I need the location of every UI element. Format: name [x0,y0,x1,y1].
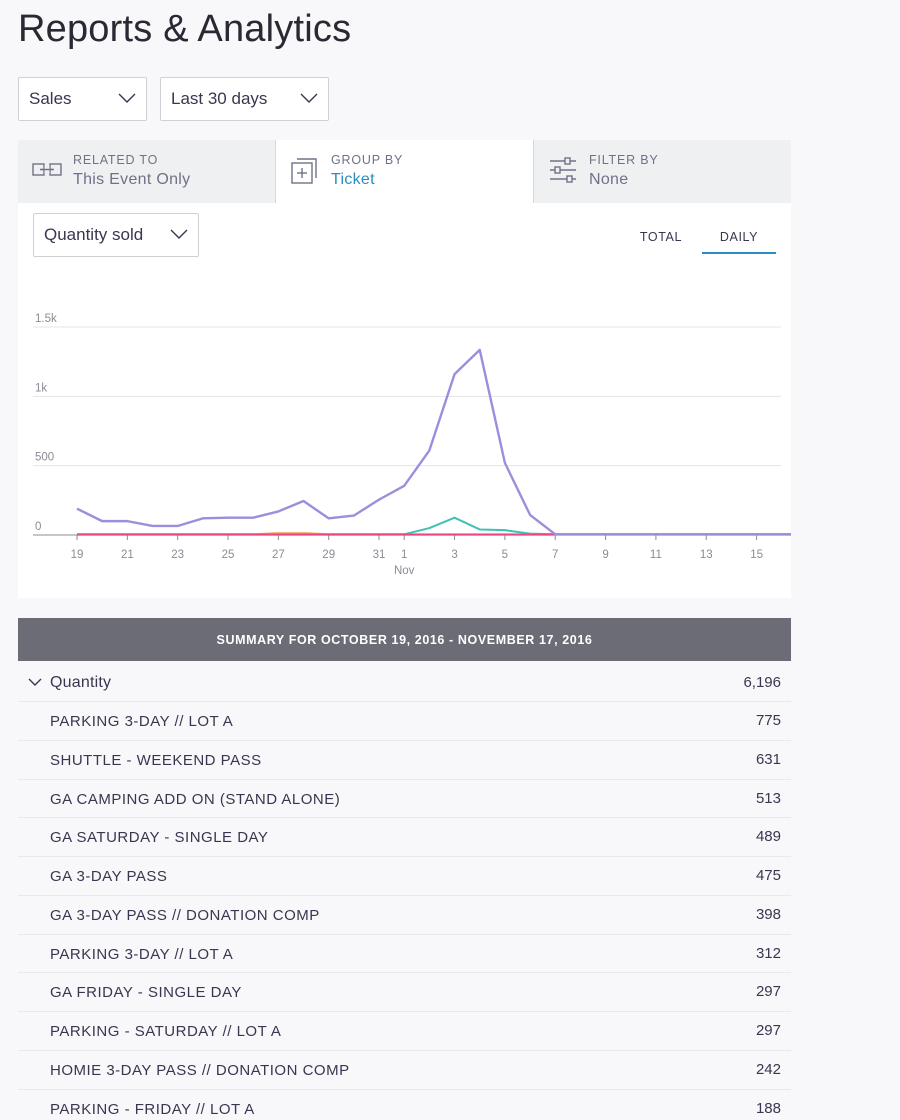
ticket-quantity: 489 [755,828,781,846]
x-tick-label: 1 [401,549,407,561]
ticket-name: GA FRIDAY - SINGLE DAY [50,984,242,1002]
x-tick-label: 11 [650,549,662,561]
x-tick-label: 31 [373,549,386,561]
summary-rows: PARKING 3-DAY // LOT A 775 SHUTTLE - WEEKE… [18,701,791,1120]
y-tick-label: 1.5k [35,313,57,325]
tab-group-by-kicker: GROUP BY [331,153,404,167]
ticket-quantity: 312 [755,944,781,962]
ticket-quantity: 775 [755,712,781,729]
x-tick-label: 19 [71,549,84,561]
x-tick-label: 7 [552,549,558,561]
ticket-name: PARKING - FRIDAY // LOT A [50,1100,255,1118]
series-line [77,516,791,536]
ticket-name: PARKING - SATURDAY // LOT A [50,1023,282,1040]
x-month-label: Nov [394,565,415,577]
tab-related-to-value: This Event Only [73,171,191,188]
table-row: PARKING 3-DAY // LOT A 312 [18,933,791,973]
x-tick-label: 3 [451,549,457,561]
table-row: HOMIE 3-DAY PASS // DONATION COMP 242 [18,1049,791,1089]
tab-group-by[interactable]: GROUP BY Ticket [276,140,534,203]
x-tick-label: 25 [222,549,235,561]
chevron-down-icon [300,93,318,103]
report-options-tabs: RELATED TO This Event Only GROUP BY Tick… [18,140,791,203]
ticket-name: GA CAMPING ADD ON (STAND ALONE) [50,790,341,808]
ticket-quantity: 242 [755,1060,781,1078]
tab-filter-by-kicker: FILTER BY [589,153,659,167]
ticket-name: SHUTTLE - WEEKEND PASS [50,751,262,769]
x-tick-label: 21 [121,549,134,561]
ticket-quantity: 475 [755,867,781,884]
tab-related-to-kicker: RELATED TO [73,153,159,167]
tab-filter-by[interactable]: FILTER BY None [534,140,791,203]
filter-sliders-icon [550,157,576,183]
ticket-quantity: 297 [755,1022,781,1039]
x-tick-label: 27 [272,549,285,561]
daily-toggle-underline [702,252,776,254]
report-panel: RELATED TO This Event Only GROUP BY Tick… [18,140,791,598]
table-row: GA SATURDAY - SINGLE DAY 489 [18,817,791,856]
related-link-icon [32,163,62,176]
ticket-quantity: 398 [755,905,781,923]
series-line [76,348,791,536]
ticket-quantity: 297 [755,983,781,1001]
table-row: GA 3-DAY PASS 475 [18,856,791,895]
ticket-name: PARKING 3-DAY // LOT A [50,945,234,963]
y-tick-label: 0 [35,521,41,533]
tab-group-by-value: Ticket [331,171,375,188]
quantity-group-total: 6,196 [743,674,781,691]
chevron-down-icon [118,93,136,103]
x-tick-label: 15 [750,549,763,561]
total-toggle[interactable]: TOTAL [639,230,683,244]
tab-related-to[interactable]: RELATED TO This Event Only [18,140,276,203]
table-row: PARKING 3-DAY // LOT A 775 [18,701,791,740]
x-tick-label: 29 [322,549,335,561]
ticket-name: GA 3-DAY PASS [50,868,168,885]
page-title: Reports & Analytics [18,8,352,50]
chevron-down-icon [28,678,42,686]
report-type-value: Sales [29,89,72,108]
chevron-down-icon [170,229,188,239]
daily-toggle[interactable]: DAILY [719,230,759,244]
date-range-value: Last 30 days [171,89,268,108]
summary-title-bar: SUMMARY FOR OCTOBER 19, 2016 - NOVEMBER … [18,618,791,661]
table-row: GA CAMPING ADD ON (STAND ALONE) 513 [18,778,791,818]
x-tick-label: 23 [171,549,184,561]
report-type-select[interactable]: Sales [18,77,147,121]
x-tick-label: 13 [700,549,713,561]
ticket-name: GA SATURDAY - SINGLE DAY [50,829,269,847]
ticket-quantity: 631 [755,750,781,768]
x-tick-label: 5 [502,549,508,561]
group-add-icon [291,158,317,184]
quantity-group-toggle[interactable]: Quantity 6,196 [18,663,791,701]
ticket-name: HOMIE 3-DAY PASS // DONATION COMP [50,1061,350,1079]
tab-filter-by-value: None [589,171,629,188]
date-range-select[interactable]: Last 30 days [160,77,329,121]
quantity-group-label: Quantity [50,674,112,691]
ticket-quantity: 513 [755,789,781,807]
ticket-quantity: 188 [755,1099,781,1117]
table-row: GA 3-DAY PASS // DONATION COMP 398 [18,894,791,934]
y-tick-label: 1k [35,382,47,394]
table-row: SHUTTLE - WEEKEND PASS 631 [18,739,791,779]
ticket-name: GA 3-DAY PASS // DONATION COMP [50,906,320,924]
metric-value: Quantity sold [44,225,144,244]
y-tick-label: 500 [35,452,54,464]
table-row: PARKING - SATURDAY // LOT A 297 [18,1011,791,1050]
metric-select[interactable]: Quantity sold [33,213,199,257]
table-row: PARKING - FRIDAY // LOT A 188 [18,1088,791,1120]
table-row: GA FRIDAY - SINGLE DAY 297 [18,972,791,1011]
x-tick-label: 9 [602,549,608,561]
ticket-name: PARKING 3-DAY // LOT A [50,713,234,730]
